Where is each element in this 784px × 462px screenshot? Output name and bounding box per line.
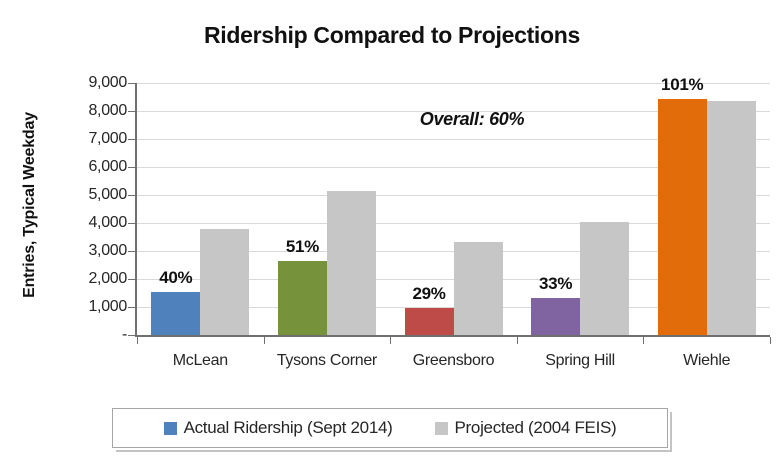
y-tick-mark bbox=[128, 111, 137, 112]
bar-projected-wiehle bbox=[706, 100, 756, 335]
y-tick-mark bbox=[128, 251, 137, 252]
gridline bbox=[137, 222, 770, 224]
x-category-label: Wiehle bbox=[683, 352, 731, 369]
x-tick-mark bbox=[770, 337, 771, 344]
chart-title: Ridership Compared to Projections bbox=[203, 22, 581, 48]
plot-area: Overall: 60% 40% 51% 29% 33% 101% bbox=[137, 75, 770, 335]
y-tick-mark bbox=[128, 307, 137, 308]
bar-actual-greensboro bbox=[404, 308, 454, 335]
data-label: 40% bbox=[159, 268, 193, 288]
gridline bbox=[137, 166, 770, 168]
gridline bbox=[137, 110, 770, 112]
legend-entry-actual: Actual Ridership (Sept 2014) bbox=[163, 418, 393, 438]
data-label: 29% bbox=[412, 284, 446, 304]
gridline bbox=[137, 194, 770, 196]
bar-actual-mclean bbox=[151, 292, 201, 335]
bar-actual-wiehle bbox=[657, 98, 707, 335]
y-tick-mark bbox=[128, 335, 137, 336]
y-tick-mark bbox=[128, 223, 137, 224]
data-label: 33% bbox=[539, 273, 573, 293]
y-axis-title: Entries, Typical Weekday bbox=[21, 112, 38, 298]
bar-actual-spring-hill bbox=[531, 297, 581, 335]
gridline bbox=[137, 138, 770, 140]
bar-projected-greensboro bbox=[453, 242, 503, 335]
x-tick-mark bbox=[263, 337, 265, 344]
y-tick-label: 9,000 bbox=[88, 74, 127, 91]
legend: Actual Ridership (Sept 2014) Projected (… bbox=[112, 408, 672, 452]
bar-projected-mclean bbox=[200, 228, 250, 335]
legend-label-projected: Projected (2004 FEIS) bbox=[454, 418, 617, 437]
y-tick-mark bbox=[128, 83, 137, 84]
y-tick-label: 1,000 bbox=[88, 298, 127, 315]
x-tick-mark bbox=[137, 337, 138, 344]
overall-annotation: Overall: 60% bbox=[419, 109, 525, 129]
y-tick-label: 3,000 bbox=[88, 242, 127, 259]
bar-projected-tysons-corner bbox=[326, 190, 376, 335]
y-tick-mark bbox=[128, 139, 137, 140]
legend-swatch-projected-icon bbox=[434, 421, 448, 435]
y-tick-label: 7,000 bbox=[88, 130, 127, 147]
x-tick-mark bbox=[516, 337, 518, 344]
bar-projected-spring-hill bbox=[580, 222, 630, 335]
y-tick-label: 8,000 bbox=[88, 102, 127, 119]
data-label: 101% bbox=[661, 74, 704, 94]
y-tick-label: - bbox=[121, 326, 127, 343]
gridline bbox=[137, 82, 770, 84]
x-tick-mark bbox=[643, 337, 645, 344]
x-category-label: Tysons Corner bbox=[276, 352, 377, 369]
y-tick-mark bbox=[128, 279, 137, 280]
x-category-label: McLean bbox=[172, 352, 228, 369]
legend-entry-projected: Projected (2004 FEIS) bbox=[434, 418, 617, 438]
x-tick-mark bbox=[390, 337, 392, 344]
y-tick-mark bbox=[128, 167, 137, 168]
y-axis-line bbox=[135, 83, 137, 337]
data-label: 51% bbox=[285, 237, 319, 257]
x-category-label: Greensboro bbox=[412, 352, 495, 369]
legend-swatch-actual-icon bbox=[163, 421, 177, 435]
y-tick-label: 2,000 bbox=[88, 270, 127, 287]
x-axis-line bbox=[135, 335, 770, 337]
x-category-label: Spring Hill bbox=[545, 352, 615, 369]
y-tick-label: 5,000 bbox=[88, 186, 127, 203]
bar-actual-tysons-corner bbox=[277, 261, 327, 335]
y-tick-label: 4,000 bbox=[88, 214, 127, 231]
legend-label-actual: Actual Ridership (Sept 2014) bbox=[183, 418, 393, 437]
y-tick-label: 6,000 bbox=[88, 158, 127, 175]
y-tick-mark bbox=[128, 195, 137, 196]
